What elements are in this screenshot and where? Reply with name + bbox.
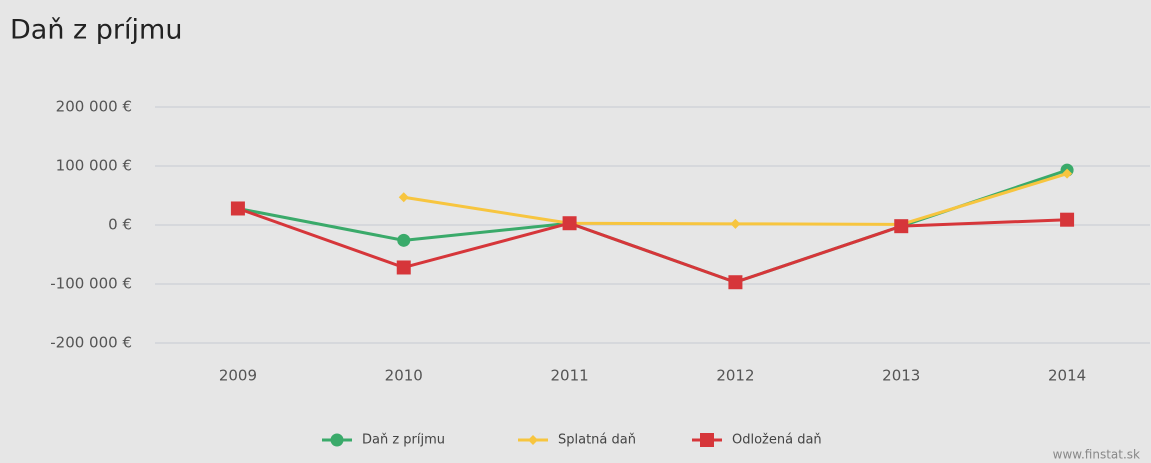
marker bbox=[1062, 168, 1073, 179]
y-tick-label: 100 000 € bbox=[56, 157, 132, 175]
marker bbox=[894, 219, 909, 234]
y-tick-label: 200 000 € bbox=[56, 98, 132, 116]
marker bbox=[528, 435, 538, 445]
marker bbox=[398, 192, 409, 203]
y-tick-label: -200 000 € bbox=[50, 334, 132, 352]
x-tick-label: 2010 bbox=[385, 367, 423, 385]
marker bbox=[728, 275, 743, 290]
marker bbox=[230, 201, 245, 216]
x-tick-label: 2014 bbox=[1048, 367, 1086, 385]
legend-label: Splatná daň bbox=[558, 433, 636, 448]
marker bbox=[562, 216, 577, 231]
series-line bbox=[237, 207, 1068, 284]
x-tick-label: 2013 bbox=[882, 367, 920, 385]
marker bbox=[730, 218, 741, 229]
legend-label: Daň z príjmu bbox=[362, 433, 445, 448]
source: www.finstat.sk bbox=[1053, 448, 1140, 462]
marker bbox=[330, 433, 344, 447]
marker bbox=[397, 233, 411, 247]
marker bbox=[700, 433, 714, 447]
x-tick-label: 2012 bbox=[716, 367, 754, 385]
marker bbox=[396, 260, 411, 275]
legend-label: Odložená daň bbox=[732, 433, 822, 448]
marker bbox=[1060, 212, 1075, 227]
y-tick-label: -100 000 € bbox=[50, 275, 132, 293]
chart-title: Daň z príjmu bbox=[10, 15, 182, 46]
x-tick-label: 2009 bbox=[219, 367, 257, 385]
x-tick-label: 2011 bbox=[550, 367, 588, 385]
y-tick-label: 0 € bbox=[108, 216, 132, 234]
